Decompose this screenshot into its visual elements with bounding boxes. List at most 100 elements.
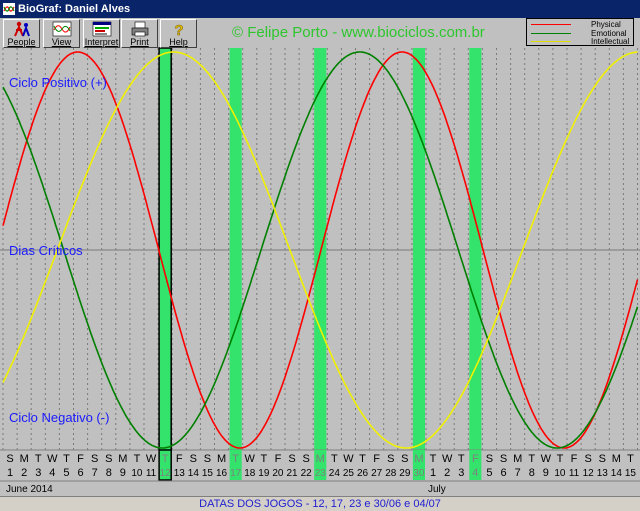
highlight-day-label-bg [469, 450, 482, 480]
weekday-label: T [331, 453, 338, 465]
weekday-label: W [442, 453, 453, 465]
title-bar[interactable]: BioGraf: Daniel Alves [0, 0, 640, 18]
legend-label-intellectual: Intellectual [591, 37, 630, 46]
view-label: View [51, 37, 72, 47]
weekday-label: S [105, 453, 112, 465]
day-label: 1 [430, 467, 436, 479]
weekday-label: S [500, 453, 507, 465]
day-label: 10 [131, 468, 143, 479]
highlight-day [469, 48, 482, 464]
highlight-day [229, 48, 242, 464]
band-label-critical: Dias Críticos [9, 243, 83, 258]
day-label: 15 [625, 468, 637, 479]
people-label: People [7, 37, 36, 47]
legend-item-physical: Physical [527, 20, 635, 29]
band-label-negative: Ciclo Negativo (-) [9, 410, 110, 425]
weekday-label: M [513, 453, 522, 465]
chart-legend: Physical Emotional Intellectual [526, 18, 634, 46]
legend-label-physical: Physical [591, 20, 621, 29]
day-label: 1 [7, 467, 13, 479]
day-label: 3 [458, 467, 464, 479]
weekday-label: T [359, 453, 366, 465]
day-label: 5 [63, 467, 69, 479]
day-label: 11 [569, 468, 580, 479]
weekday-label: T [557, 453, 564, 465]
highlight-day-label-bg [158, 449, 172, 481]
footer-text: DATAS DOS JOGOS - 12, 17, 23 e 30/06 e 0… [199, 498, 441, 510]
legend-swatch-emotional [531, 33, 571, 34]
day-label: 21 [286, 468, 298, 479]
weekday-label: S [6, 453, 13, 465]
day-label: 6 [77, 467, 83, 479]
weekday-label: S [302, 453, 309, 465]
weekday-label: S [190, 453, 197, 465]
day-label: 8 [529, 467, 535, 479]
chart-canvas: S1M2T3W4T5F6S7S8M9T10W11T12F13S14S15M16T… [0, 18, 640, 511]
day-label: 4 [49, 467, 55, 479]
day-label: 15 [202, 468, 214, 479]
weekday-label: T [134, 453, 141, 465]
day-label: 9 [120, 467, 126, 479]
day-label: 2 [21, 467, 27, 479]
app-icon [3, 3, 15, 15]
weekday-label: W [245, 453, 256, 465]
weekday-label: S [401, 453, 408, 465]
weekday-label: S [584, 453, 591, 465]
help-button[interactable]: ? Help [160, 19, 197, 48]
weekday-label: M [316, 453, 325, 465]
print-icon [131, 21, 148, 37]
biorhythm-chart: S 1 M 2 T 3 W 4 T 5 F 6 S 7 S 8 M 9 T 10 W 11 T 12 F 13 S 14 S 15 M 16 T… [0, 18, 640, 511]
weekday-label: W [146, 453, 157, 465]
people-icon [13, 21, 30, 37]
weekday-label: W [541, 453, 552, 465]
people-button[interactable]: People [3, 19, 40, 48]
weekday-label: T [35, 453, 42, 465]
interpret-icon [92, 21, 111, 37]
day-label: 18 [244, 468, 256, 479]
day-label: 11 [146, 468, 157, 479]
highlight-day-label-bg [412, 450, 425, 480]
weekday-label: S [91, 453, 98, 465]
day-label: 6 [500, 467, 506, 479]
legend-swatch-physical [531, 24, 571, 25]
weekday-label: T [528, 453, 535, 465]
window-title: BioGraf: Daniel Alves [18, 3, 131, 15]
day-label: 13 [597, 468, 609, 479]
weekday-label: F [571, 453, 578, 465]
day-label: 25 [343, 468, 355, 479]
credit-text: © Felipe Porto - www.biociclos.com.br [232, 24, 485, 41]
help-icon: ? [174, 22, 184, 37]
highlight-day-label-bg [314, 450, 327, 480]
weekday-label: M [118, 453, 127, 465]
highlight-day [412, 48, 425, 464]
weekday-label: S [204, 453, 211, 465]
day-label: 12 [160, 468, 172, 479]
weekday-label: T [232, 453, 239, 465]
day-label: 16 [216, 468, 228, 479]
weekday-label: W [47, 453, 58, 465]
weekday-label: T [162, 453, 169, 465]
day-label: 24 [329, 468, 341, 479]
weekday-label: T [260, 453, 267, 465]
svg-text:?: ? [174, 22, 183, 37]
day-label: 7 [92, 467, 98, 479]
weekday-label: T [63, 453, 70, 465]
print-button[interactable]: Print [121, 19, 158, 48]
weekday-label: W [343, 453, 354, 465]
day-label: 20 [272, 468, 284, 479]
weekday-label: T [627, 453, 634, 465]
help-label: Help [169, 37, 188, 47]
legend-item-emotional: Emotional [527, 29, 635, 38]
view-icon [52, 21, 71, 37]
weekday-label: T [430, 453, 437, 465]
band-label-positive: Ciclo Positivo (+) [9, 75, 107, 90]
day-label: 30 [413, 468, 425, 479]
footer-bar: DATAS DOS JOGOS - 12, 17, 23 e 30/06 e 0… [0, 496, 640, 511]
weekday-label: F [176, 453, 183, 465]
interpret-button[interactable]: Interpret [83, 19, 120, 48]
weekday-label: M [20, 453, 29, 465]
weekday-label: S [387, 453, 394, 465]
curve-physical [2, 51, 639, 449]
view-button[interactable]: View [43, 19, 80, 48]
